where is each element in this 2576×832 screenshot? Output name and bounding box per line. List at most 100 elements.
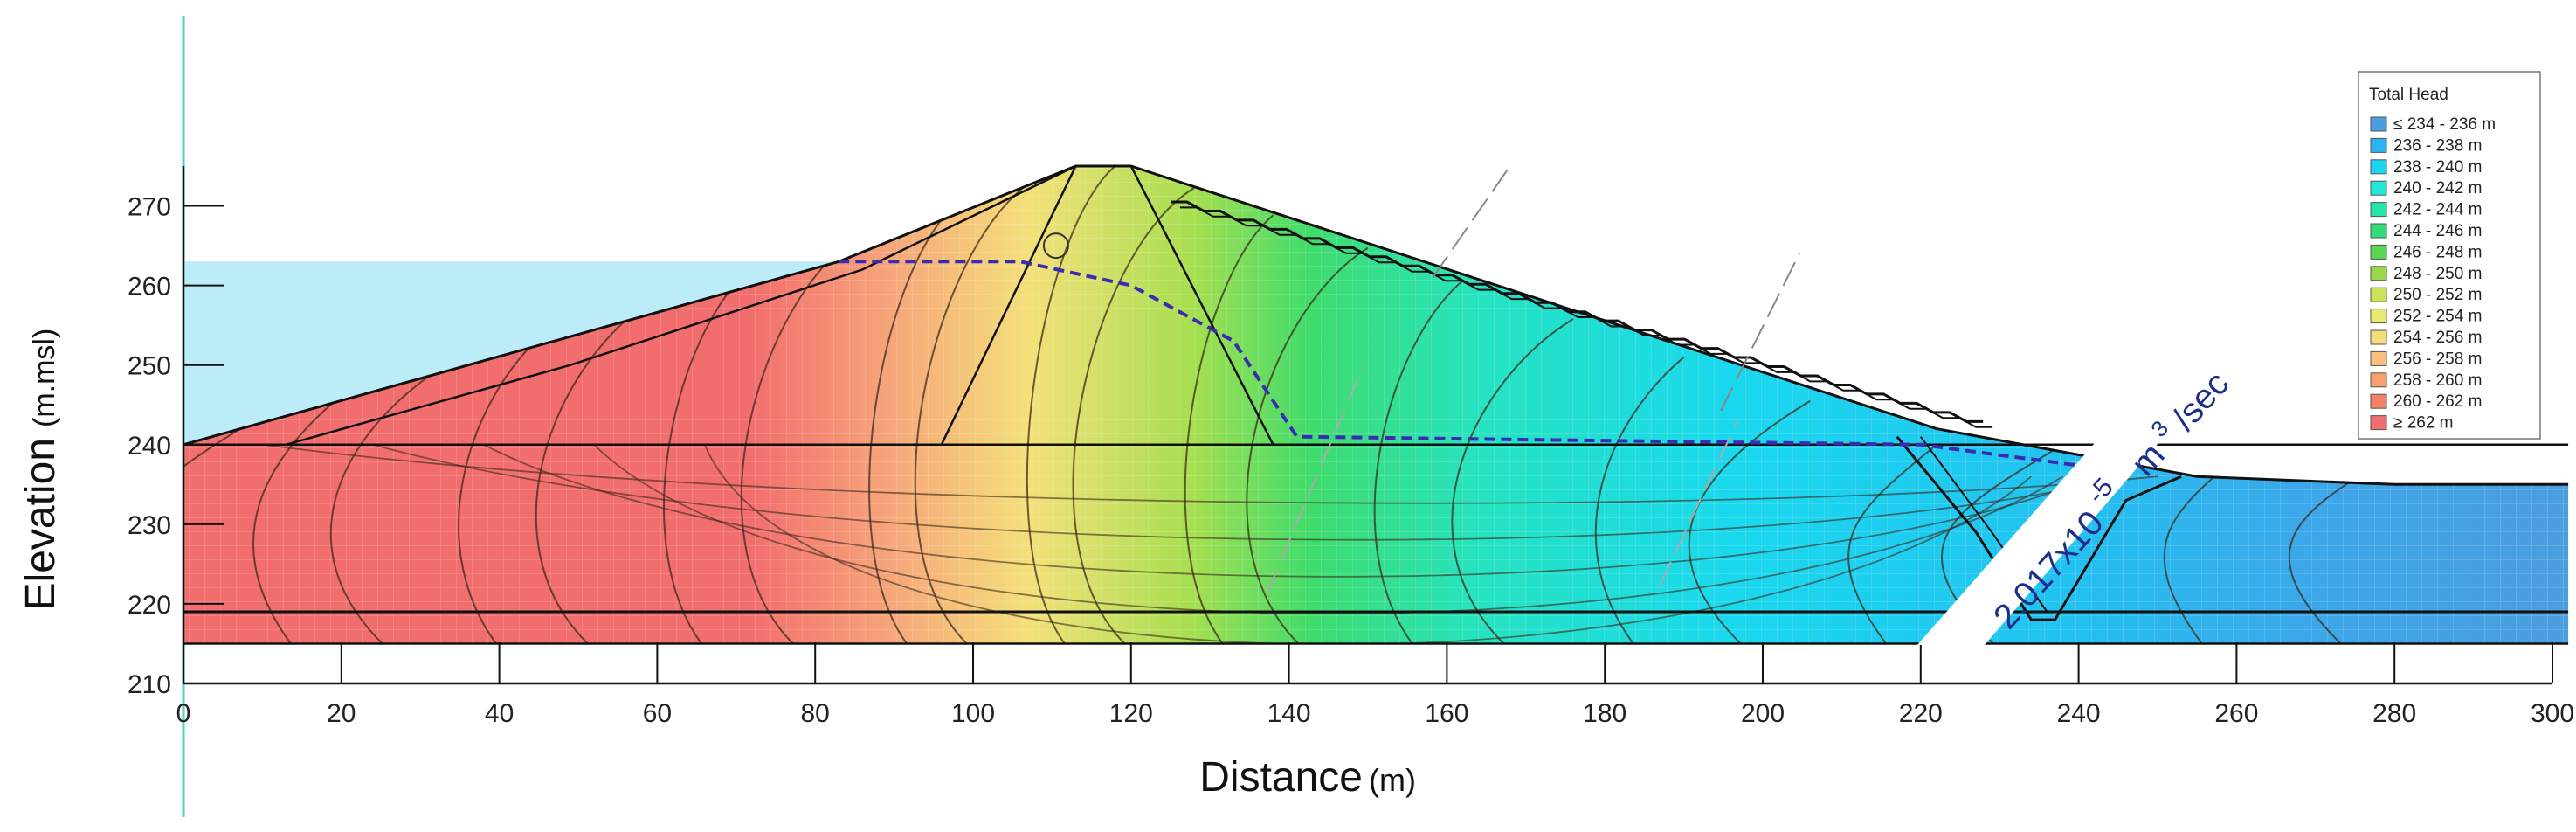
- x-tick-label: 0: [176, 699, 191, 728]
- legend-items: ≤ 234 - 236 m 236 - 238 m 238 - 240 m 240 -…: [2370, 115, 2496, 433]
- x-tick-label: 100: [951, 699, 995, 728]
- legend-swatch: [2370, 266, 2387, 281]
- flow-line: [703, 444, 2032, 644]
- y-axis-unit: (m.msl): [28, 329, 61, 427]
- y-tick-label: 220: [128, 591, 171, 620]
- legend-label: ≥ 262 m: [2393, 414, 2454, 433]
- legend-label: 252 - 254 m: [2393, 308, 2482, 326]
- equipotential-line: [1246, 246, 1369, 644]
- x-tick-label: 240: [2057, 699, 2101, 728]
- x-tick-label: 200: [1741, 699, 1785, 728]
- x-tick-label: 140: [1267, 699, 1311, 728]
- legend-swatch: [2370, 159, 2387, 175]
- legend-swatch: [2370, 372, 2387, 388]
- dam-outline: [183, 164, 2569, 486]
- legend-swatch: [2370, 329, 2387, 345]
- equipotential-line: [535, 295, 658, 644]
- equipotential-line: [183, 424, 247, 644]
- legend-box: [2358, 71, 2541, 440]
- y-axis-title: Elevation: [17, 438, 64, 610]
- y-tick-label: 210: [128, 670, 171, 699]
- equipotential-line: [868, 202, 958, 644]
- upstream-zone-line: [286, 164, 1077, 447]
- x-tick-label: 220: [1899, 699, 1943, 728]
- dam-structure-lines: [183, 164, 2569, 645]
- x-tick-label: 80: [801, 699, 830, 728]
- x-tick-label: 300: [2531, 699, 2574, 728]
- equipotential-line: [1451, 318, 1574, 644]
- legend-swatch: [2370, 116, 2387, 132]
- core-downstream-line: [1129, 165, 1274, 446]
- toe-drain-line: [1896, 435, 2182, 621]
- legend-label: 256 - 258 m: [2393, 350, 2482, 368]
- legend-swatch: [2370, 309, 2387, 324]
- equipotential-line: [1184, 214, 1274, 644]
- legend-swatch: [2370, 287, 2387, 302]
- y-tick-label: 270: [128, 193, 171, 222]
- legend-label: 258 - 260 m: [2393, 371, 2482, 390]
- y-ticks: 210 220 230 240 250 260 270: [128, 193, 224, 699]
- x-tick-label: 160: [1425, 699, 1468, 728]
- x-tick-label: 120: [1109, 699, 1153, 728]
- x-tick-label: 20: [327, 699, 356, 728]
- legend-swatch: [2370, 393, 2387, 409]
- flow-line: [483, 443, 2096, 578]
- equipotential-line: [1594, 356, 1685, 644]
- legend-swatch: [2370, 223, 2387, 239]
- x-tick-label: 40: [485, 699, 514, 728]
- filter-drain-line: [1171, 200, 1984, 423]
- equipotential-line: [1847, 444, 1937, 644]
- x-tick-label: 280: [2372, 699, 2416, 728]
- slip-line-2: [1720, 253, 1800, 412]
- legend-label: 250 - 252 m: [2393, 286, 2482, 304]
- finite-element-mesh: [183, 166, 2569, 644]
- flux-label-band: [1917, 393, 2201, 645]
- x-axis-unit: (m): [1369, 762, 1416, 798]
- legend: Total Head ≤ 234 - 236 m 236 - 238 m 238 -…: [2358, 71, 2541, 440]
- equipotential-line: [458, 330, 548, 644]
- legend-label: 248 - 250 m: [2393, 265, 2482, 283]
- equipotential-line: [329, 360, 452, 644]
- phreatic-line: [839, 260, 2103, 471]
- slip-line-4: [1266, 366, 1364, 595]
- legend-label: 260 - 262 m: [2393, 392, 2482, 411]
- flux-unit-exponent: 3: [2145, 415, 2173, 442]
- y-tick-label: 250: [128, 352, 171, 381]
- legend-title: Total Head: [2369, 86, 2448, 104]
- x-tick-label: 180: [1583, 699, 1626, 728]
- legend-label: 244 - 246 m: [2393, 222, 2482, 240]
- x-axis-title: Distance: [1199, 754, 1363, 801]
- equipotential-line: [740, 232, 863, 644]
- flow-line: [593, 444, 2063, 614]
- legend-label: 254 - 256 m: [2393, 329, 2482, 347]
- axes: 0 20 40 60 80 100 120 140 160 180 200 220 240 260 280 3…: [128, 166, 2574, 728]
- slip-line-1: [1432, 163, 1512, 279]
- legend-swatch: [2370, 137, 2387, 153]
- equipotential-line: [663, 266, 753, 644]
- core-upstream-line: [940, 165, 1077, 446]
- pore-pressure-marker: [1042, 232, 1069, 260]
- legend-label: 246 - 248 m: [2393, 243, 2482, 261]
- equipotential-line: [1026, 166, 1116, 644]
- flow-lines: [262, 443, 2158, 644]
- legend-label: 242 - 244 m: [2393, 201, 2482, 219]
- legend-label: 238 - 240 m: [2393, 158, 2482, 177]
- flux-unit-suffix: /sec: [2165, 364, 2236, 438]
- y-tick-label: 240: [128, 432, 171, 461]
- flow-line: [372, 443, 2127, 541]
- equipotential-line: [252, 394, 342, 644]
- x-tick-label: 60: [643, 699, 672, 728]
- legend-swatch: [2370, 202, 2387, 218]
- equipotential-line: [1373, 280, 1464, 644]
- filter-drain-line-inner: [1179, 206, 1993, 428]
- x-ticks: 0 20 40 60 80 100 120 140 160 180 200 220 240 260 280 3…: [176, 642, 2574, 728]
- legend-swatch: [2370, 350, 2387, 366]
- legend-swatch: [2370, 180, 2387, 196]
- equipotential-line: [914, 177, 1037, 644]
- legend-swatch: [2370, 244, 2387, 260]
- y-tick-label: 260: [128, 273, 171, 302]
- equipotential-line: [1072, 187, 1195, 644]
- legend-label: 236 - 238 m: [2393, 136, 2482, 155]
- x-tick-label: 260: [2214, 699, 2258, 728]
